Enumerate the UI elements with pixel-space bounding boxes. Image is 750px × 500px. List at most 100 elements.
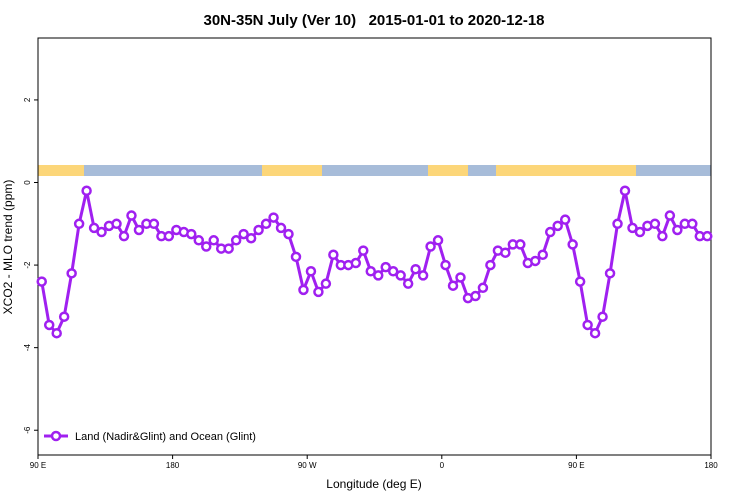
- data-point: [432, 235, 444, 246]
- data-point: [455, 272, 466, 283]
- data-point: [402, 278, 414, 289]
- data-point: [485, 259, 496, 271]
- x-tick-label: 90 E: [30, 461, 46, 470]
- data-point: [313, 286, 324, 298]
- data-point: [73, 218, 85, 230]
- data-point: [298, 284, 309, 296]
- data-point: [290, 251, 302, 263]
- data-point: [582, 319, 593, 331]
- legend-marker: [50, 430, 62, 442]
- data-point: [634, 226, 646, 238]
- data-point: [283, 228, 294, 240]
- land-band: [496, 165, 636, 176]
- data-point: [118, 230, 130, 242]
- x-tick-label: 90 E: [568, 461, 584, 470]
- legend: Land (Nadir&Glint) and Ocean (Glint): [44, 430, 256, 443]
- x-axis-label: Longitude (deg E): [326, 477, 421, 491]
- data-point: [163, 230, 175, 242]
- data-point: [672, 224, 683, 236]
- x-tick-label: 0: [440, 461, 445, 470]
- data-point: [544, 226, 556, 238]
- data-point: [186, 228, 197, 240]
- y-tick-label: -4: [23, 344, 32, 352]
- data-point: [365, 266, 377, 277]
- data-point: [425, 241, 436, 252]
- y-tick-label: 2: [23, 97, 32, 102]
- ocean-band: [38, 165, 711, 176]
- y-tick-label: 0: [23, 180, 32, 185]
- data-point: [245, 232, 257, 244]
- data-point: [567, 239, 578, 250]
- land-band: [428, 165, 468, 176]
- data-point: [58, 311, 70, 322]
- data-point: [223, 243, 234, 254]
- data-point: [230, 235, 242, 246]
- data-point: [687, 218, 698, 230]
- data-point: [574, 276, 586, 287]
- data-point: [133, 224, 145, 236]
- data-point: [515, 239, 526, 250]
- data-point: [387, 266, 399, 277]
- data-point: [275, 222, 287, 234]
- data-point: [447, 280, 459, 291]
- data-point: [328, 249, 339, 261]
- y-tick-label: -6: [23, 426, 32, 434]
- data-point: [66, 268, 77, 279]
- data-point: [552, 220, 563, 232]
- land-band: [262, 165, 322, 176]
- data-point: [530, 255, 541, 267]
- data-point: [208, 235, 219, 246]
- data-point: [702, 230, 713, 242]
- data-point: [51, 327, 62, 339]
- data-point: [320, 278, 332, 289]
- data-point: [96, 226, 107, 238]
- data-point: [559, 214, 571, 225]
- data-point: [612, 218, 623, 230]
- data-point: [193, 235, 205, 246]
- data-point: [43, 319, 55, 331]
- x-tick-label: 90 W: [298, 461, 317, 470]
- data-point: [350, 257, 362, 269]
- y-tick-label: -2: [23, 261, 32, 269]
- x-tick-label: 180: [166, 461, 180, 470]
- data-point: [619, 185, 631, 197]
- data-point: [657, 230, 668, 242]
- data-point: [372, 270, 384, 281]
- data-point: [358, 245, 369, 256]
- data-point: [589, 327, 601, 339]
- data-point: [260, 218, 272, 230]
- data-point: [126, 210, 137, 221]
- data-point: [440, 259, 451, 271]
- data-point: [417, 270, 429, 281]
- data-point: [36, 276, 47, 287]
- land-ocean-strip: [38, 165, 711, 176]
- data-point: [238, 228, 249, 240]
- data-point: [201, 241, 212, 252]
- data-point: [664, 210, 676, 221]
- data-point: [604, 268, 616, 279]
- legend-label: Land (Nadir&Glint) and Ocean (Glint): [75, 431, 256, 443]
- data-point: [268, 212, 279, 223]
- series-line: [40, 190, 708, 336]
- data-point: [410, 263, 421, 275]
- data-point: [537, 249, 548, 261]
- data-point: [88, 222, 100, 234]
- data-point: [395, 270, 406, 281]
- chart-title: 30N-35N July (Ver 10) 2015-01-01 to 2020…: [203, 12, 544, 29]
- data-point: [477, 282, 489, 294]
- data-point: [627, 222, 638, 234]
- data-point: [148, 218, 160, 230]
- data-point: [253, 224, 264, 236]
- plot-frame: [37, 37, 712, 456]
- data-point: [305, 266, 317, 277]
- data-point: [500, 247, 511, 258]
- data-point: [597, 311, 608, 322]
- data-point: [380, 261, 391, 273]
- y-axis-label: XCO2 - MLO trend (ppm): [1, 180, 15, 315]
- data-point: [649, 218, 661, 230]
- data-point: [81, 185, 92, 197]
- land-band: [38, 165, 84, 176]
- x-tick-label: 180: [704, 461, 718, 470]
- data-point: [470, 290, 481, 302]
